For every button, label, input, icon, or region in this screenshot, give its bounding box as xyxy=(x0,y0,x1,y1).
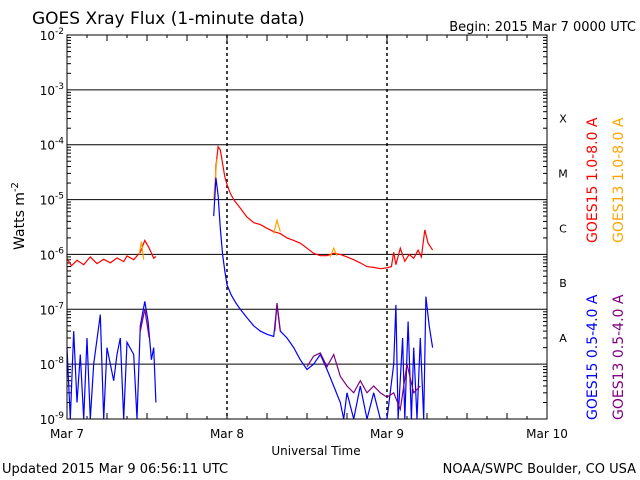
begin-date: Begin: 2015 Mar 7 0000 UTC xyxy=(449,20,636,35)
y-tick-exp: -8 xyxy=(55,356,64,366)
y-tick-label: 10-7 xyxy=(40,301,64,317)
y-tick-label: 10-2 xyxy=(40,27,64,43)
x-tick-label: Mar 10 xyxy=(526,427,568,441)
y-tick-exp: -2 xyxy=(55,27,64,37)
flare-class-label: B xyxy=(559,277,567,290)
y-tick-exp: -4 xyxy=(55,137,64,147)
y-tick-exp: -5 xyxy=(55,192,64,202)
flare-class-label: C xyxy=(559,222,567,235)
y-tick-base: 10 xyxy=(40,139,55,153)
x-tick-label: Mar 7 xyxy=(50,427,84,441)
y-axis-label-sup: -2 xyxy=(10,182,21,192)
x-axis-label: Universal Time xyxy=(271,444,360,458)
flare-class-label: X xyxy=(559,113,567,126)
y-tick-exp: -7 xyxy=(55,301,64,311)
y-tick-base: 10 xyxy=(40,358,55,372)
y-tick-label: 10-8 xyxy=(40,356,65,372)
y-axis-label: Watts m-2 xyxy=(10,182,28,250)
series-line xyxy=(274,302,281,332)
flare-class-label: A xyxy=(559,332,567,345)
y-tick-base: 10 xyxy=(40,303,55,317)
legend-entry: GOES13 1.0-8.0 A xyxy=(611,117,627,243)
y-tick-base: 10 xyxy=(40,84,55,98)
series-line xyxy=(66,238,157,267)
y-tick-label: 10-4 xyxy=(40,137,65,153)
series-line xyxy=(329,246,338,258)
y-tick-label: 10-5 xyxy=(40,192,64,208)
series-line xyxy=(138,241,145,260)
legend-entry: GOES15 1.0-8.0 A xyxy=(585,117,601,243)
series-line xyxy=(213,177,434,420)
y-tick-exp: -3 xyxy=(55,82,64,92)
updated-timestamp: Updated 2015 Mar 9 06:56:11 UTC xyxy=(2,462,228,477)
y-tick-exp: -9 xyxy=(55,411,64,421)
y-tick-label: 10-3 xyxy=(40,82,64,98)
series-line xyxy=(273,217,281,234)
y-tick-label: 10-6 xyxy=(40,246,65,262)
y-tick-exp: -6 xyxy=(55,246,64,256)
y-axis-label-text: Watts m xyxy=(12,192,28,250)
series-lines xyxy=(66,144,434,420)
legend-entry: GOES15 0.5-4.0 A xyxy=(585,294,601,420)
y-tick-label: 10-9 xyxy=(40,411,65,427)
x-tick-label: Mar 9 xyxy=(370,427,404,441)
y-tick-base: 10 xyxy=(40,29,55,43)
series-line xyxy=(214,144,434,270)
y-tick-base: 10 xyxy=(40,248,55,262)
credit-text: NOAA/SWPC Boulder, CO USA xyxy=(443,462,636,477)
legend: GOES15 1.0-8.0 A GOES13 1.0-8.0 A GOES15 0… xyxy=(585,117,627,420)
series-line xyxy=(139,309,150,339)
series-line xyxy=(306,352,421,412)
plot-frame xyxy=(66,34,548,420)
legend-entry: GOES13 0.5-4.0 A xyxy=(611,294,627,420)
flare-class-label: M xyxy=(558,167,568,180)
y-tick-base: 10 xyxy=(40,194,55,208)
series-line xyxy=(66,301,157,420)
chart-title: GOES Xray Flux (1-minute data) xyxy=(32,9,305,29)
y-tick-base: 10 xyxy=(40,413,55,427)
x-tick-label: Mar 8 xyxy=(210,427,244,441)
